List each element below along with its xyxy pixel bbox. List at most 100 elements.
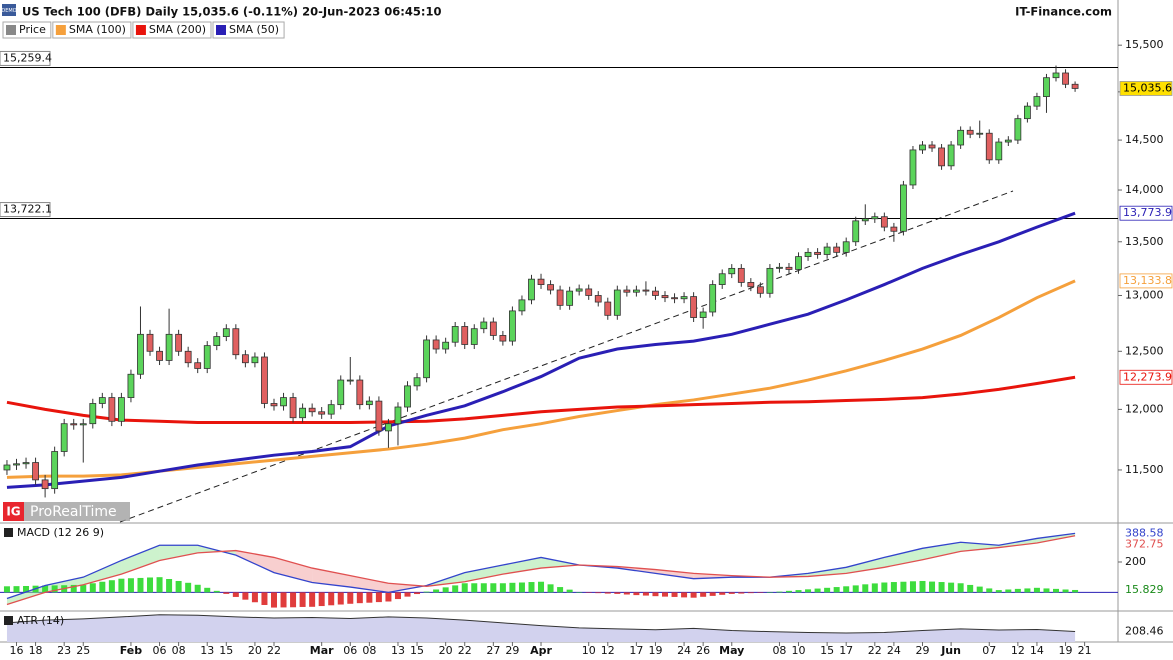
macd-fill [121, 545, 160, 575]
candle-body [118, 397, 125, 422]
candle-body [32, 462, 39, 481]
candle-body [632, 289, 640, 293]
value-label-box [1120, 527, 1170, 540]
candle-body [728, 267, 736, 275]
histogram-bar [23, 585, 30, 593]
histogram-bar [404, 592, 411, 597]
candle-body [900, 184, 907, 232]
histogram-bar [509, 582, 516, 593]
candle-body [871, 216, 879, 220]
x-tick-label: 20 [248, 644, 262, 657]
macd-fill [655, 569, 694, 579]
candle-body [718, 273, 726, 285]
legend-swatch [6, 25, 16, 35]
atr-line [6, 614, 1076, 634]
histogram-bar [518, 582, 525, 593]
y-tick-label: 200 [1125, 555, 1146, 568]
atr-area [6, 614, 1076, 642]
candle-body [60, 423, 68, 452]
candle-body [928, 144, 936, 149]
x-tick-label: Feb [120, 644, 143, 657]
x-tick-label: 25 [76, 644, 90, 657]
sma-line [6, 211, 1076, 489]
x-tick-label: 13 [391, 644, 405, 657]
watermark-text: ProRealTime [30, 504, 117, 520]
candle-body [337, 379, 345, 406]
legend-swatch [55, 25, 66, 35]
candle-body [528, 278, 535, 301]
histogram-bar [108, 580, 115, 593]
candle-body [966, 129, 974, 135]
x-tick-label: 10 [792, 644, 806, 657]
panel-label-icon [4, 528, 13, 537]
price-label: 15,035.6 [1123, 81, 1172, 94]
candle-body [175, 333, 183, 352]
histogram-bar [986, 588, 993, 593]
candle-body [957, 129, 965, 146]
candle-body [671, 297, 678, 300]
histogram-bar [328, 592, 335, 606]
candle-body [842, 241, 850, 253]
x-tick-label: Mar [310, 644, 334, 657]
candle-body [947, 144, 955, 167]
x-tick-label: 24 [677, 644, 691, 657]
histogram-bar [766, 592, 773, 593]
histogram-bar [251, 592, 258, 603]
macd-fill [312, 568, 351, 588]
candle-body [299, 407, 307, 419]
candle-body [566, 290, 574, 306]
candle-body [270, 403, 278, 407]
histogram-bar [652, 592, 659, 597]
legend-label: SMA (100) [69, 23, 126, 36]
value-label: 388.58 [1125, 526, 1164, 539]
histogram-bar [557, 587, 564, 593]
h-line-label: 15,259.4 [3, 51, 52, 64]
candle-body [22, 462, 30, 465]
candle-body [41, 479, 49, 490]
histogram-bar [99, 581, 106, 593]
histogram-bar [270, 592, 277, 608]
candle-body [804, 251, 812, 258]
x-tick-label: May [719, 644, 744, 657]
candle-body [432, 339, 440, 350]
histogram-bar [299, 592, 306, 607]
candle-body [890, 226, 898, 232]
macd-fill [922, 542, 961, 560]
histogram-bar [614, 592, 621, 594]
histogram-bar [690, 592, 697, 598]
macd-fill [884, 548, 923, 568]
candle-body [1052, 72, 1060, 79]
histogram-bar [471, 583, 478, 593]
histogram-bar [366, 592, 373, 603]
x-tick-label: 06 [153, 644, 167, 657]
histogram-bar [89, 583, 96, 593]
candle-body [346, 379, 354, 382]
histogram-bar [824, 587, 831, 593]
x-tick-label: 08 [172, 644, 186, 657]
candle-body [699, 311, 707, 318]
source: IT-Finance.com [1015, 5, 1112, 19]
histogram-bar [51, 585, 58, 593]
histogram-bar [785, 590, 792, 593]
candle-body [766, 267, 774, 294]
macd-fill [502, 557, 542, 575]
histogram-bar [938, 582, 945, 593]
candle-body [108, 397, 116, 422]
x-tick-label: 12 [601, 644, 615, 657]
candle-body [861, 218, 869, 222]
candle-body [747, 282, 755, 288]
legend-label: SMA (200) [149, 23, 206, 36]
histogram-bar [232, 592, 239, 597]
histogram-bar [194, 584, 201, 593]
histogram-bar [490, 583, 497, 593]
candle-body [375, 400, 383, 432]
candle-body [919, 144, 926, 151]
candle-body [833, 246, 841, 253]
x-tick-label: 29 [505, 644, 519, 657]
value-label-box [1120, 538, 1170, 551]
histogram-bar [738, 592, 745, 594]
x-tick-label: 16 [9, 644, 23, 657]
x-tick-label: 15 [820, 644, 834, 657]
value-label: 15.829 [1125, 583, 1164, 596]
